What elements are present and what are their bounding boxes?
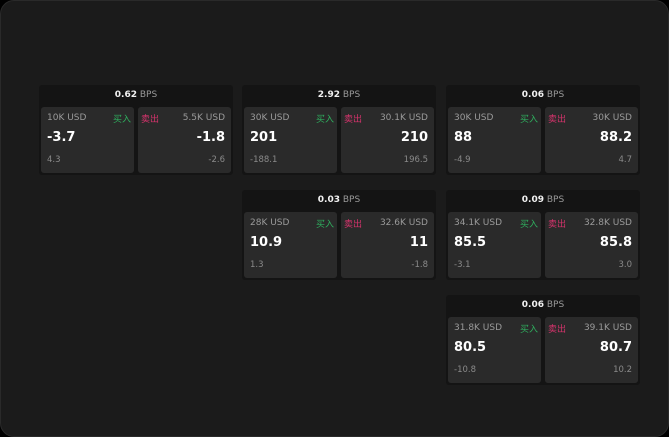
buy-price: 85.5 (454, 235, 487, 250)
spread-unit: BPS (546, 195, 565, 205)
spread-value: 2.92 (317, 90, 340, 100)
sell-label: 卖出 (548, 220, 567, 230)
spread-header: 0.62 BPS (39, 85, 233, 106)
buy-button[interactable]: 10K USD 买入 -3.7 4.3 (41, 107, 134, 173)
sell-change: 196.5 (403, 155, 428, 165)
quote-card: 0.06 BPS 30K USD 买入 88 -4.9 卖出 30K USD 8… (446, 85, 640, 175)
quote-card: 0.62 BPS 10K USD 买入 -3.7 4.3 卖出 5.5K USD… (39, 85, 233, 175)
spread-value: 0.06 (521, 90, 544, 100)
buy-button[interactable]: 30K USD 买入 88 -4.9 (448, 107, 541, 173)
sell-button[interactable]: 卖出 5.5K USD -1.8 -2.6 (138, 107, 231, 173)
spread-header: 0.03 BPS (242, 190, 436, 211)
sell-button[interactable]: 卖出 30K USD 88.2 4.7 (545, 107, 638, 173)
sell-label: 卖出 (141, 115, 160, 125)
buy-quantity: 31.8K USD (454, 323, 503, 333)
quote-card: 0.09 BPS 34.1K USD 买入 85.5 -3.1 卖出 32.8K… (446, 190, 640, 280)
spread-header: 0.06 BPS (446, 295, 640, 316)
buy-button[interactable]: 31.8K USD 买入 80.5 -10.8 (448, 317, 541, 383)
sell-price: 11 (409, 235, 428, 250)
buy-quantity: 30K USD (454, 113, 494, 123)
quote-card: 2.92 BPS 30K USD 买入 201 -188.1 卖出 30.1K … (242, 85, 436, 175)
spread-unit: BPS (342, 195, 361, 205)
spread-value: 0.03 (317, 195, 340, 205)
buy-quantity: 10K USD (47, 113, 87, 123)
spread-unit: BPS (546, 300, 565, 310)
buy-quantity: 28K USD (250, 218, 290, 228)
sell-change: 4.7 (618, 155, 632, 165)
buy-price: -3.7 (47, 130, 76, 145)
spread-value: 0.09 (521, 195, 544, 205)
sell-quantity: 30.1K USD (379, 113, 428, 123)
buy-price: 10.9 (250, 235, 283, 250)
spread-value: 0.06 (521, 300, 544, 310)
spread-unit: BPS (342, 90, 361, 100)
sell-price: -1.8 (196, 130, 225, 145)
buy-quantity: 30K USD (250, 113, 290, 123)
sell-change: 10.2 (613, 365, 632, 375)
buy-button[interactable]: 30K USD 买入 201 -188.1 (244, 107, 337, 173)
sell-change: -1.8 (411, 260, 428, 270)
sell-quantity: 30K USD (592, 113, 632, 123)
buy-quantity: 34.1K USD (454, 218, 503, 228)
buy-change: 4.3 (47, 155, 61, 165)
buy-label: 买入 (519, 220, 538, 230)
sell-label: 卖出 (344, 115, 363, 125)
sell-price: 210 (400, 130, 428, 145)
sell-button[interactable]: 卖出 30.1K USD 210 196.5 (341, 107, 434, 173)
quote-card: 0.03 BPS 28K USD 买入 10.9 1.3 卖出 32.6K US… (242, 190, 436, 280)
sell-label: 卖出 (344, 220, 363, 230)
spread-unit: BPS (139, 90, 158, 100)
buy-price: 88 (454, 130, 473, 145)
sell-label: 卖出 (548, 325, 567, 335)
spread-header: 2.92 BPS (242, 85, 436, 106)
buy-change: -4.9 (454, 155, 471, 165)
sell-change: 3.0 (618, 260, 632, 270)
buy-price: 201 (250, 130, 278, 145)
spread-unit: BPS (546, 90, 565, 100)
buy-button[interactable]: 34.1K USD 买入 85.5 -3.1 (448, 212, 541, 278)
buy-button[interactable]: 28K USD 买入 10.9 1.3 (244, 212, 337, 278)
buy-label: 买入 (112, 115, 131, 125)
buy-label: 买入 (519, 115, 538, 125)
sell-price: 85.8 (599, 235, 632, 250)
sell-price: 80.7 (599, 340, 632, 355)
buy-label: 买入 (315, 220, 334, 230)
sell-quantity: 32.6K USD (379, 218, 428, 228)
sell-change: -2.6 (208, 155, 225, 165)
spread-header: 0.06 BPS (446, 85, 640, 106)
spread-header: 0.09 BPS (446, 190, 640, 211)
sell-button[interactable]: 卖出 32.6K USD 11 -1.8 (341, 212, 434, 278)
sell-quantity: 32.8K USD (583, 218, 632, 228)
buy-label: 买入 (519, 325, 538, 335)
buy-change: -10.8 (454, 365, 476, 375)
sell-quantity: 39.1K USD (583, 323, 632, 333)
quote-card: 0.06 BPS 31.8K USD 买入 80.5 -10.8 卖出 39.1… (446, 295, 640, 385)
spread-value: 0.62 (114, 90, 137, 100)
buy-change: -3.1 (454, 260, 471, 270)
sell-button[interactable]: 卖出 32.8K USD 85.8 3.0 (545, 212, 638, 278)
sell-button[interactable]: 卖出 39.1K USD 80.7 10.2 (545, 317, 638, 383)
buy-change: -188.1 (250, 155, 278, 165)
sell-price: 88.2 (599, 130, 632, 145)
buy-label: 买入 (315, 115, 334, 125)
buy-price: 80.5 (454, 340, 487, 355)
buy-change: 1.3 (250, 260, 264, 270)
sell-label: 卖出 (548, 115, 567, 125)
sell-quantity: 5.5K USD (182, 113, 225, 123)
